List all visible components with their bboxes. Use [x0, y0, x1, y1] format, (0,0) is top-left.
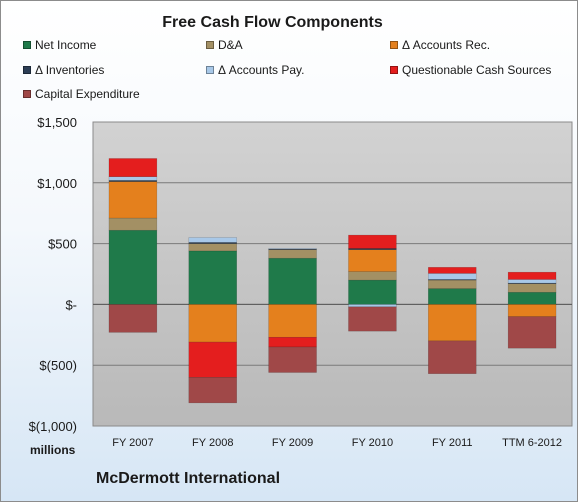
legend-capex: Capital Expenditure — [23, 87, 140, 101]
bar-segment — [268, 304, 317, 338]
x-tick-label: FY 2011 — [432, 437, 473, 449]
y-tick-label: $(1,000) — [29, 419, 77, 434]
legend-label: Net Income — [35, 38, 97, 52]
bar-segment — [268, 257, 317, 305]
legend-accounts-pay: Δ Accounts Pay. — [206, 63, 305, 77]
bar-segment — [268, 249, 317, 259]
bar-segment — [348, 271, 397, 281]
unit-label: millions — [30, 443, 76, 457]
legend-label: Δ Accounts Rec. — [402, 38, 491, 52]
legend-swatch — [23, 90, 31, 98]
y-tick-label: $(500) — [39, 358, 77, 373]
bar-segment — [428, 288, 477, 305]
bar-segment — [507, 271, 557, 280]
bar-segment — [188, 341, 237, 378]
y-tick-label: $1,000 — [37, 176, 77, 191]
bar-segment — [428, 304, 477, 342]
bar-segment — [428, 340, 477, 374]
bar-segment — [507, 279, 557, 284]
bar-segment — [268, 346, 317, 373]
gridlines — [93, 182, 572, 366]
bar-segment — [108, 158, 158, 177]
bar-segment — [348, 234, 397, 249]
legend-label: Capital Expenditure — [35, 87, 140, 101]
company-name: McDermott International — [96, 470, 281, 487]
legend-swatch — [390, 41, 398, 49]
bar-segment — [428, 279, 477, 289]
legend-swatch — [23, 66, 31, 74]
y-tick-labels: $1,500 $1,000 $500 $- $(500) $(1,000) — [29, 115, 77, 434]
chart-title: Free Cash Flow Components — [162, 14, 383, 31]
bar-segment — [348, 249, 397, 272]
bar-segment — [188, 237, 237, 243]
bars — [108, 158, 557, 404]
x-tick-label: FY 2008 — [192, 437, 233, 449]
bar-segment — [507, 283, 557, 293]
legend-swatch — [23, 41, 31, 49]
bar-segment — [188, 243, 237, 252]
x-tick-label: TTM 6-2012 — [502, 437, 562, 449]
bar-segment — [108, 176, 158, 181]
legend-swatch — [390, 66, 398, 74]
bar-segment — [108, 217, 158, 231]
y-tick-label: $1,500 — [37, 115, 77, 130]
bar-segment — [428, 273, 477, 280]
bar-segment — [108, 304, 158, 333]
y-tick-label: $500 — [48, 237, 77, 252]
legend-net-income: Net Income — [23, 38, 96, 52]
legend-swatch — [206, 66, 214, 74]
plot-background — [92, 121, 573, 427]
x-tick-label: FY 2007 — [112, 437, 153, 449]
legend-accounts-rec: Δ Accounts Rec. — [390, 38, 490, 52]
legend-swatch — [206, 41, 214, 49]
legend-label: D&A — [218, 38, 243, 52]
bar-segment — [268, 248, 317, 250]
bar-segment — [188, 304, 237, 343]
legend-inventories: Δ Inventories — [23, 63, 104, 77]
legend-label: Δ Inventories — [35, 63, 105, 77]
bar-segment — [428, 267, 477, 274]
legend-questionable-cash: Questionable Cash Sources — [390, 63, 551, 77]
bar-segment — [348, 306, 397, 332]
legend-da: D&A — [206, 38, 243, 52]
y-tick-label: $- — [65, 297, 77, 312]
bar-segment — [507, 291, 557, 305]
x-tick-label: FY 2010 — [352, 437, 393, 449]
legend-label: Δ Accounts Pay. — [218, 63, 305, 77]
x-tick-labels: FY 2007 FY 2008 FY 2009 FY 2010 FY 2011 TTM 6… — [112, 437, 562, 449]
x-tick-label: FY 2009 — [272, 437, 313, 449]
bar-segment — [188, 377, 237, 404]
bar-segment — [108, 181, 158, 219]
bar-segment — [507, 304, 557, 317]
bar-segment — [507, 316, 557, 349]
bar-segment — [268, 336, 317, 348]
bar-segment — [348, 304, 397, 308]
bar-segment — [108, 229, 158, 305]
bar-segment — [348, 279, 397, 305]
legend-label: Questionable Cash Sources — [402, 63, 552, 77]
bar-segment — [188, 250, 237, 305]
